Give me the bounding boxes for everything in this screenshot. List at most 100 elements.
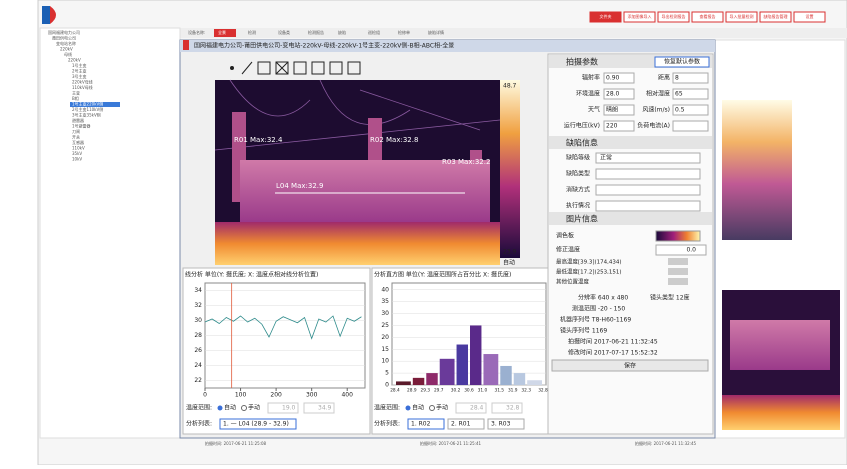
list-item[interactable] xyxy=(219,418,297,430)
toolbar-button[interactable] xyxy=(759,11,792,23)
y-tick-label: 5 xyxy=(385,370,389,377)
tab[interactable]: 巡检组 xyxy=(368,29,380,35)
tree-item[interactable]: 35kV xyxy=(72,151,82,156)
list-item[interactable] xyxy=(447,418,485,430)
tree-item[interactable]: 3号主变35kV侧 xyxy=(72,112,101,118)
tab[interactable]: 检修单 xyxy=(398,29,410,35)
radio-label: 手动 xyxy=(436,404,448,412)
input[interactable] xyxy=(455,402,487,414)
tab-active[interactable] xyxy=(214,29,236,37)
label: 调色板 xyxy=(556,232,574,240)
hist-bar xyxy=(412,377,425,385)
input[interactable] xyxy=(303,402,335,414)
tree-item[interactable]: 刀闸 xyxy=(72,128,80,134)
tree-item[interactable]: 1号主变220kV侧 xyxy=(72,101,103,107)
plot-area xyxy=(391,282,547,386)
tab[interactable]: 缺陷 xyxy=(338,29,346,35)
input[interactable] xyxy=(672,120,709,132)
tree-item[interactable]: 2号主变 xyxy=(72,68,87,74)
toggle[interactable] xyxy=(668,278,688,285)
range-max: 34.9 xyxy=(318,405,332,412)
tree-item[interactable]: 母线 xyxy=(64,51,72,57)
tree-item[interactable]: 1号避雷器 xyxy=(72,123,91,129)
radio[interactable] xyxy=(241,405,247,411)
input[interactable] xyxy=(603,72,635,84)
tab[interactable]: 检测 xyxy=(248,29,256,35)
tree-item[interactable]: 莆田供电公司 xyxy=(52,35,76,41)
tab[interactable]: 检测报告 xyxy=(308,29,324,35)
wires xyxy=(214,79,501,151)
tree-item[interactable]: 110kV母线 xyxy=(72,84,93,90)
input[interactable] xyxy=(672,72,709,84)
tree-item[interactable]: 220kV xyxy=(60,47,73,52)
toolbar-button[interactable] xyxy=(793,11,826,23)
toolbar-button[interactable] xyxy=(589,11,622,23)
tree-item[interactable]: 避雷器 xyxy=(72,117,84,123)
select[interactable] xyxy=(595,200,701,212)
x-tick-label: 29.7 xyxy=(434,388,444,394)
tab[interactable]: 设备类 xyxy=(278,29,290,35)
info: 分辨率 640 x 480 xyxy=(578,294,628,302)
radio[interactable] xyxy=(429,405,435,411)
y-tick-label: 20 xyxy=(381,334,389,341)
tree-item[interactable]: 220kV母线 xyxy=(72,79,93,85)
toggle[interactable] xyxy=(668,258,688,265)
tree-item[interactable]: 1号主变 xyxy=(72,62,87,68)
tree-item[interactable]: 主变 xyxy=(72,90,80,96)
bg-thermal xyxy=(722,100,792,240)
radio-label: 手动 xyxy=(248,404,260,412)
x-tick-label: 29.3 xyxy=(420,388,430,394)
roi-label: R01 Max:32.4 xyxy=(234,136,283,144)
tree-item[interactable]: 开关 xyxy=(72,134,80,140)
list-item[interactable] xyxy=(487,418,525,430)
tab[interactable]: 全景 xyxy=(218,29,226,35)
input[interactable] xyxy=(672,88,709,100)
radio[interactable] xyxy=(405,405,411,411)
defect-label: 缺陷类型 xyxy=(566,170,590,178)
tree-item[interactable]: 互感器 xyxy=(72,139,84,145)
defect-value: 正常 xyxy=(600,154,612,162)
param-label: 环境温度 xyxy=(576,90,600,98)
select[interactable] xyxy=(603,104,635,116)
list-text: 2. R01 xyxy=(451,421,471,428)
y-tick-label: 22 xyxy=(194,377,202,384)
tree-selected xyxy=(70,102,120,107)
radio[interactable] xyxy=(217,405,223,411)
palette-select[interactable] xyxy=(655,230,701,242)
param-value: 65 xyxy=(675,91,683,98)
toolbar-button[interactable] xyxy=(725,11,758,23)
hist-bar xyxy=(527,380,542,385)
toolbar-button[interactable] xyxy=(657,11,690,23)
hist-bar xyxy=(470,325,482,385)
hist-bar xyxy=(426,373,438,385)
input[interactable] xyxy=(491,402,523,414)
list-item[interactable] xyxy=(407,418,445,430)
tree-item[interactable]: 变电站名称 xyxy=(56,40,76,46)
tree-item[interactable]: 110kV xyxy=(72,146,85,151)
tree-item[interactable]: 3号主变 xyxy=(72,73,87,79)
select[interactable] xyxy=(595,152,701,164)
select[interactable] xyxy=(595,168,701,180)
tree-item[interactable]: 2号主变110kV侧 xyxy=(72,106,103,112)
y-tick-label: 15 xyxy=(381,346,389,353)
defect-label: 执行情况 xyxy=(566,202,590,210)
input[interactable] xyxy=(655,244,707,256)
input[interactable] xyxy=(603,88,635,100)
toolbar-button[interactable] xyxy=(623,11,656,23)
tree-item[interactable]: 10kV xyxy=(72,157,82,162)
input[interactable] xyxy=(267,402,299,414)
tree-item[interactable]: B相 xyxy=(72,95,79,101)
toggle[interactable] xyxy=(668,268,688,275)
toolbar-button[interactable] xyxy=(691,11,724,23)
image-tools[interactable] xyxy=(230,61,361,75)
x-tick-label: 200 xyxy=(270,392,282,399)
tree-item[interactable]: 220kV xyxy=(68,58,81,63)
reset-button[interactable] xyxy=(654,56,710,68)
tab[interactable]: 缺陷详情 xyxy=(428,29,444,35)
save-button[interactable] xyxy=(551,359,709,372)
input[interactable] xyxy=(672,104,709,116)
input[interactable] xyxy=(603,120,635,132)
select[interactable] xyxy=(595,184,701,196)
tree-item[interactable]: 国网福建电力公司 xyxy=(48,29,80,35)
